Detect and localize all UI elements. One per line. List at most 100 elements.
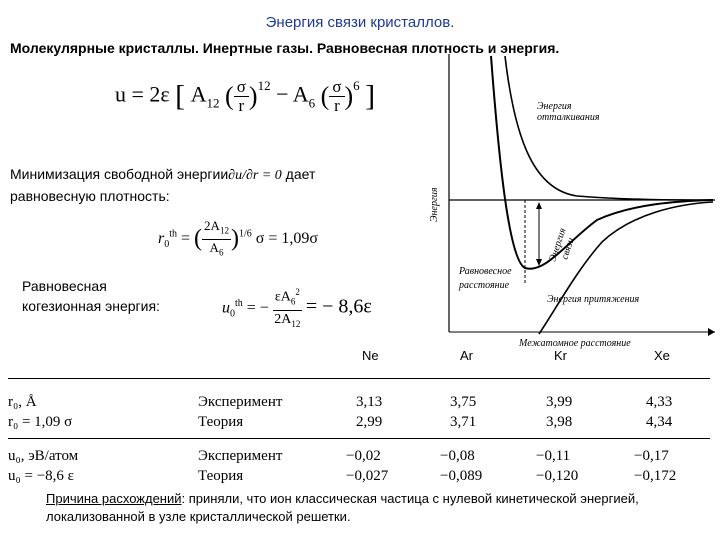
total-potential-curve (490, 55, 714, 270)
row-2-type: Теория (198, 414, 244, 430)
row-4-ne: −0,027 (346, 468, 389, 484)
u0-den: 2A12 (273, 311, 302, 333)
lennard-jones-formula: u = 2ε [ A12 (σ r)12 − A6 (σ r)6 ] (115, 78, 375, 115)
r0-rhs: σ = 1,09σ (255, 229, 318, 247)
paren-close-2: ) (344, 81, 354, 111)
cohesive-line-2: когезионная энергия: (22, 298, 160, 314)
formula-a12-sub: 12 (206, 95, 220, 111)
u0-sub: 0 (230, 308, 235, 320)
r0-paren-open: ( (194, 225, 203, 252)
row-2-xe: 4,34 (646, 414, 673, 430)
u0-rhs: = − 8,6ε (305, 295, 372, 318)
paren-open-2: ( (320, 81, 330, 111)
r0-power: 1/6 (238, 228, 252, 240)
x-axis-arrow (708, 328, 715, 336)
cohesive-line-1: Равновесная (22, 278, 107, 294)
frac-num-1: σ (233, 78, 249, 97)
row-4-ar: −0,089 (440, 468, 483, 484)
col-header-kr: Kr (554, 348, 567, 363)
paren-open-1: ( (225, 81, 234, 111)
r0-num: 2A12 (202, 218, 231, 240)
row-4-param: u₀ = −8,6 ε (8, 468, 74, 484)
properties-table: Ne Ar Kr Xe r₀, Å Эксперимент 3,13 3,75 … (0, 340, 720, 490)
r0-num-text: 2A (204, 218, 220, 233)
frac-num-2: σ (329, 78, 345, 97)
row-2-kr: 3,98 (546, 414, 573, 430)
r0-sup: th (169, 228, 178, 240)
paren-close-1: ) (248, 81, 258, 111)
equilibrium-label-2: расстояние (458, 280, 510, 291)
u0-fraction: εA62 2A12 (272, 284, 302, 333)
r0-den: A6 (202, 240, 231, 261)
u0-num-text: εA (274, 289, 291, 305)
bracket-open: [ (175, 79, 186, 113)
binding-arrow-head-bottom (536, 259, 542, 266)
row-3-ne: −0,02 (346, 448, 381, 464)
u0-num-sup: 2 (295, 287, 300, 297)
potential-energy-graph: Энергия Энергия отталкивания Энергия свя… (427, 52, 717, 352)
r0-fraction: 2A12 A6 (202, 218, 231, 260)
formula-a6-sub: 6 (308, 95, 316, 111)
frac-den-1: r (238, 96, 245, 115)
u0-formula: u0th = − εA62 2A12 = − 8,6ε (222, 284, 372, 333)
row-3-ar: −0,08 (440, 448, 475, 464)
attraction-curve (538, 201, 714, 335)
r0-formula: r0th = (2A12 A6)1/6 σ = 1,09σ (158, 218, 318, 260)
u0-num: εA62 (272, 284, 302, 312)
r0-sub: 0 (164, 238, 170, 250)
y-axis-label: Энергия (429, 187, 440, 222)
binding-arrow-head-top (536, 202, 542, 209)
bracket-close: ] (365, 79, 376, 113)
minimization-line-1: Минимизация свободной энергии∂u/∂r = 0 д… (10, 164, 315, 186)
col-header-ne: Ne (362, 348, 379, 363)
col-header-ar: Ar (460, 348, 473, 363)
repulsion-label-1: Энергия (537, 101, 572, 112)
discrepancy-note: Причина расхождений: приняли, что ион кл… (46, 490, 716, 526)
u0-num-sub: 6 (290, 296, 296, 307)
equilibrium-label-1: Равновесное (458, 266, 512, 277)
r0-den-text: A (209, 239, 219, 255)
row-4-kr: −0,120 (536, 468, 579, 484)
r0-paren-close: ) (230, 225, 239, 252)
power-6: 6 (353, 78, 360, 93)
formula-lhs: u = 2ε (115, 81, 170, 107)
row-3-param: u₀, эВ/атом (8, 448, 79, 464)
table-mid-rule (8, 438, 710, 439)
potential-graph-svg: Энергия Энергия отталкивания Энергия свя… (429, 54, 715, 349)
u0-sup: th (235, 297, 243, 309)
row-2-param: r₀ = 1,09 σ (8, 414, 73, 430)
slide-subtitle: Молекулярные кристаллы. Инертные газы. Р… (10, 40, 560, 56)
u0-den-sub: 12 (291, 319, 301, 330)
minimization-text-a: Минимизация свободной энергии (10, 166, 229, 182)
row-1-param: r₀, Å (8, 394, 37, 410)
row-3-kr: −0,11 (536, 448, 571, 464)
repulsion-label-2: отталкивания (537, 112, 600, 123)
row-4-xe: −0,172 (634, 468, 677, 484)
minimization-text-c: дает (285, 166, 316, 182)
repulsion-curve (504, 55, 714, 201)
minimization-text: Минимизация свободной энергии∂u/∂r = 0 д… (10, 164, 315, 206)
attraction-label: Энергия притяжения (547, 294, 640, 305)
cohesive-text: Равновесная когезионная энергия: (22, 276, 160, 316)
row-1-type: Эксперимент (198, 394, 283, 410)
table-top-rule (8, 378, 710, 379)
note-lead: Причина расхождений (46, 491, 182, 506)
power-12: 12 (257, 78, 271, 93)
frac-den-2: r (334, 96, 340, 115)
col-header-xe: Xe (654, 348, 670, 363)
row-1-ar: 3,75 (450, 394, 477, 410)
row-3-xe: −0,17 (634, 448, 669, 464)
row-1-ne: 3,13 (356, 394, 383, 410)
row-2-ne: 2,99 (356, 414, 383, 430)
r0-num-sub: 12 (219, 225, 229, 236)
slide-title: Энергия связи кристаллов. (265, 14, 455, 31)
note-rest: : приняли, что ион классическая частица … (46, 491, 639, 524)
minimization-line-2: равновесную плотность: (10, 188, 170, 204)
formula-a12: A (190, 81, 207, 107)
u0-den-text: 2A (274, 312, 292, 328)
minimization-derivative: ∂u/∂r = 0 (228, 168, 282, 183)
x-axis-label: Межатомное расстояние (518, 338, 631, 349)
row-1-xe: 4,33 (646, 394, 673, 410)
